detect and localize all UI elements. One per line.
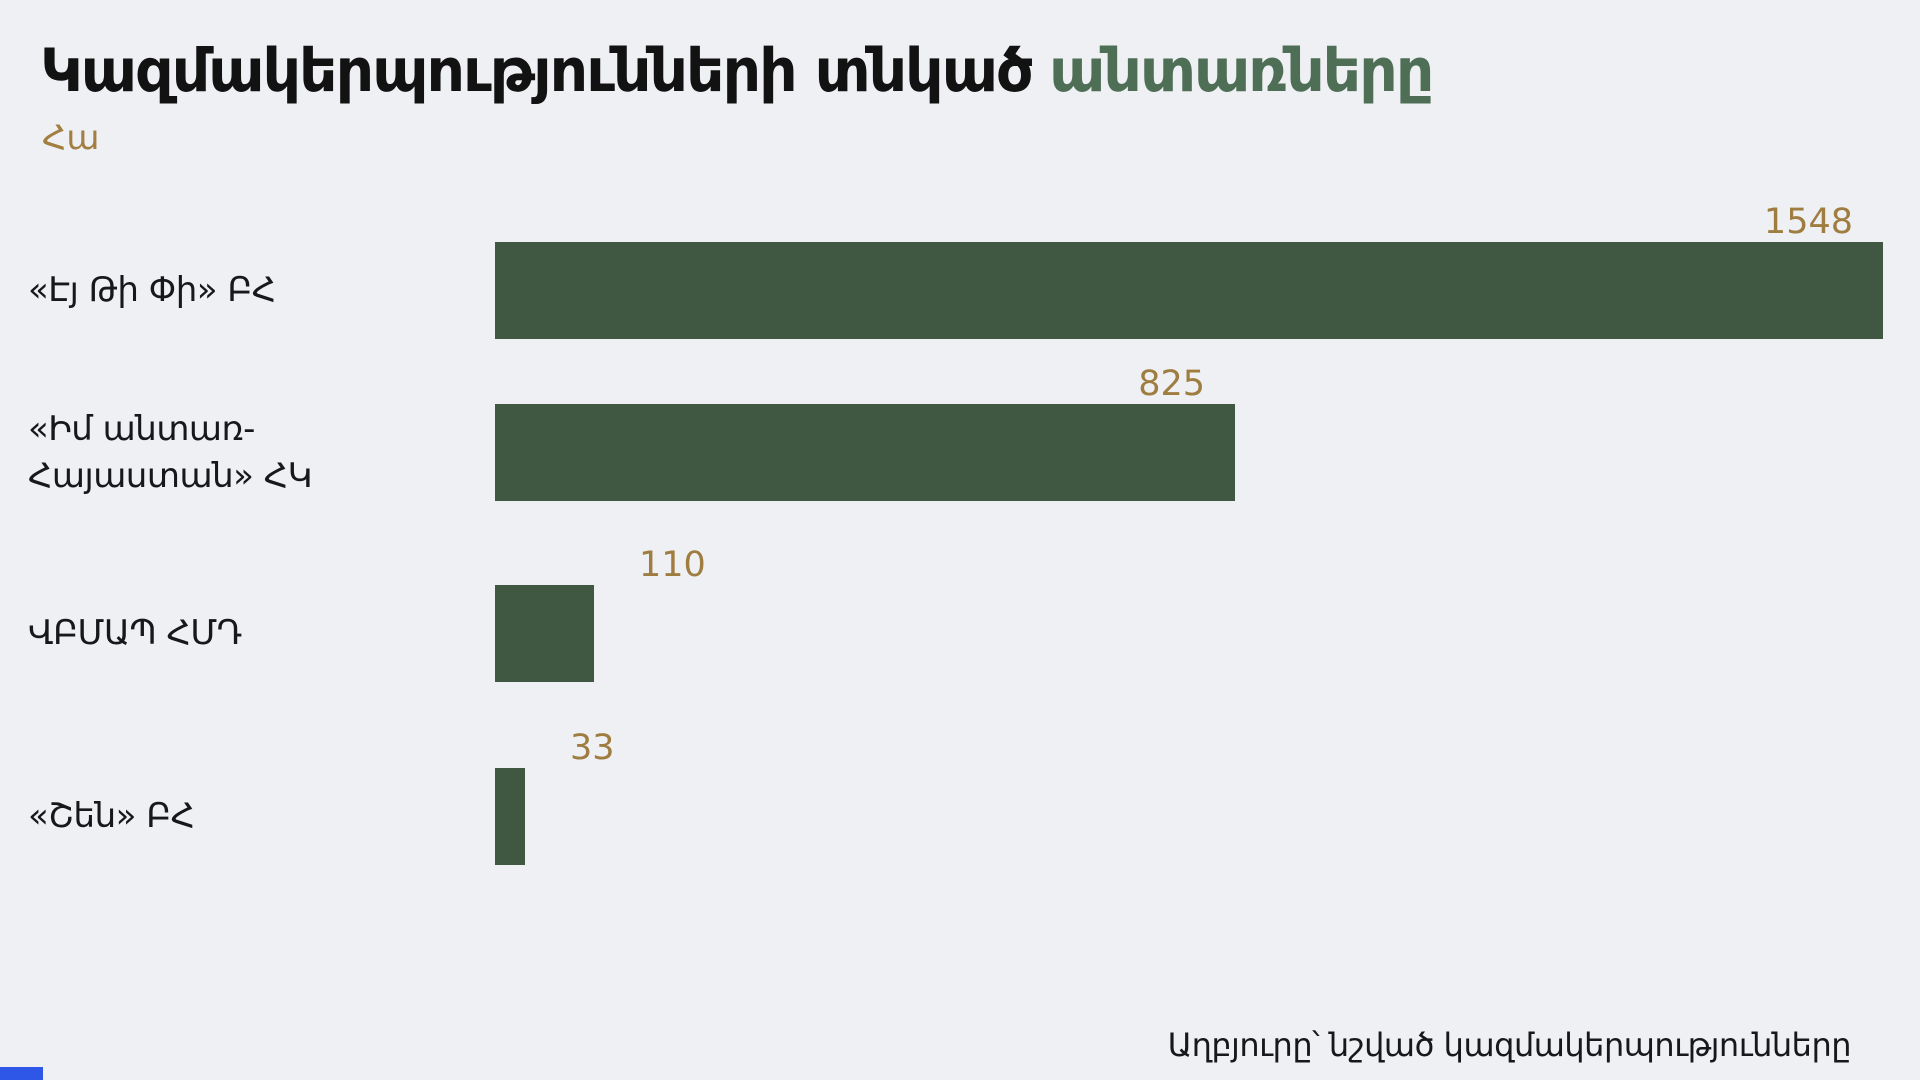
unit-label: Հա [42, 118, 100, 158]
category-label: «Իմ անտառ-Հայաստան» ՀԿ [28, 408, 312, 496]
bar [495, 242, 1883, 339]
chart-title-main: Կազմակերպությունների տնկած [40, 36, 1034, 106]
category-label: «Էյ Թի Փի» ԲՀ [28, 270, 276, 311]
infogram-brand-bar [0, 1067, 43, 1080]
bar [495, 768, 525, 865]
category-label: ՎԲՄԱՊ ՀՄԴ [28, 613, 242, 654]
category-label: «Շեն» ԲՀ [28, 796, 195, 837]
value-label: 825 [1138, 364, 1205, 404]
value-label: 1548 [1763, 202, 1853, 242]
source-text: Աղբյուրը՝ նշված կազմակերպությունները [1167, 1026, 1852, 1064]
chart-title-highlight: անտառները [1049, 36, 1434, 106]
value-label: 110 [639, 545, 706, 585]
bar [495, 585, 594, 682]
chart-title: Կազմակերպությունների տնկած անտառները [40, 36, 1434, 106]
bar [495, 404, 1235, 501]
value-label: 33 [570, 728, 615, 768]
